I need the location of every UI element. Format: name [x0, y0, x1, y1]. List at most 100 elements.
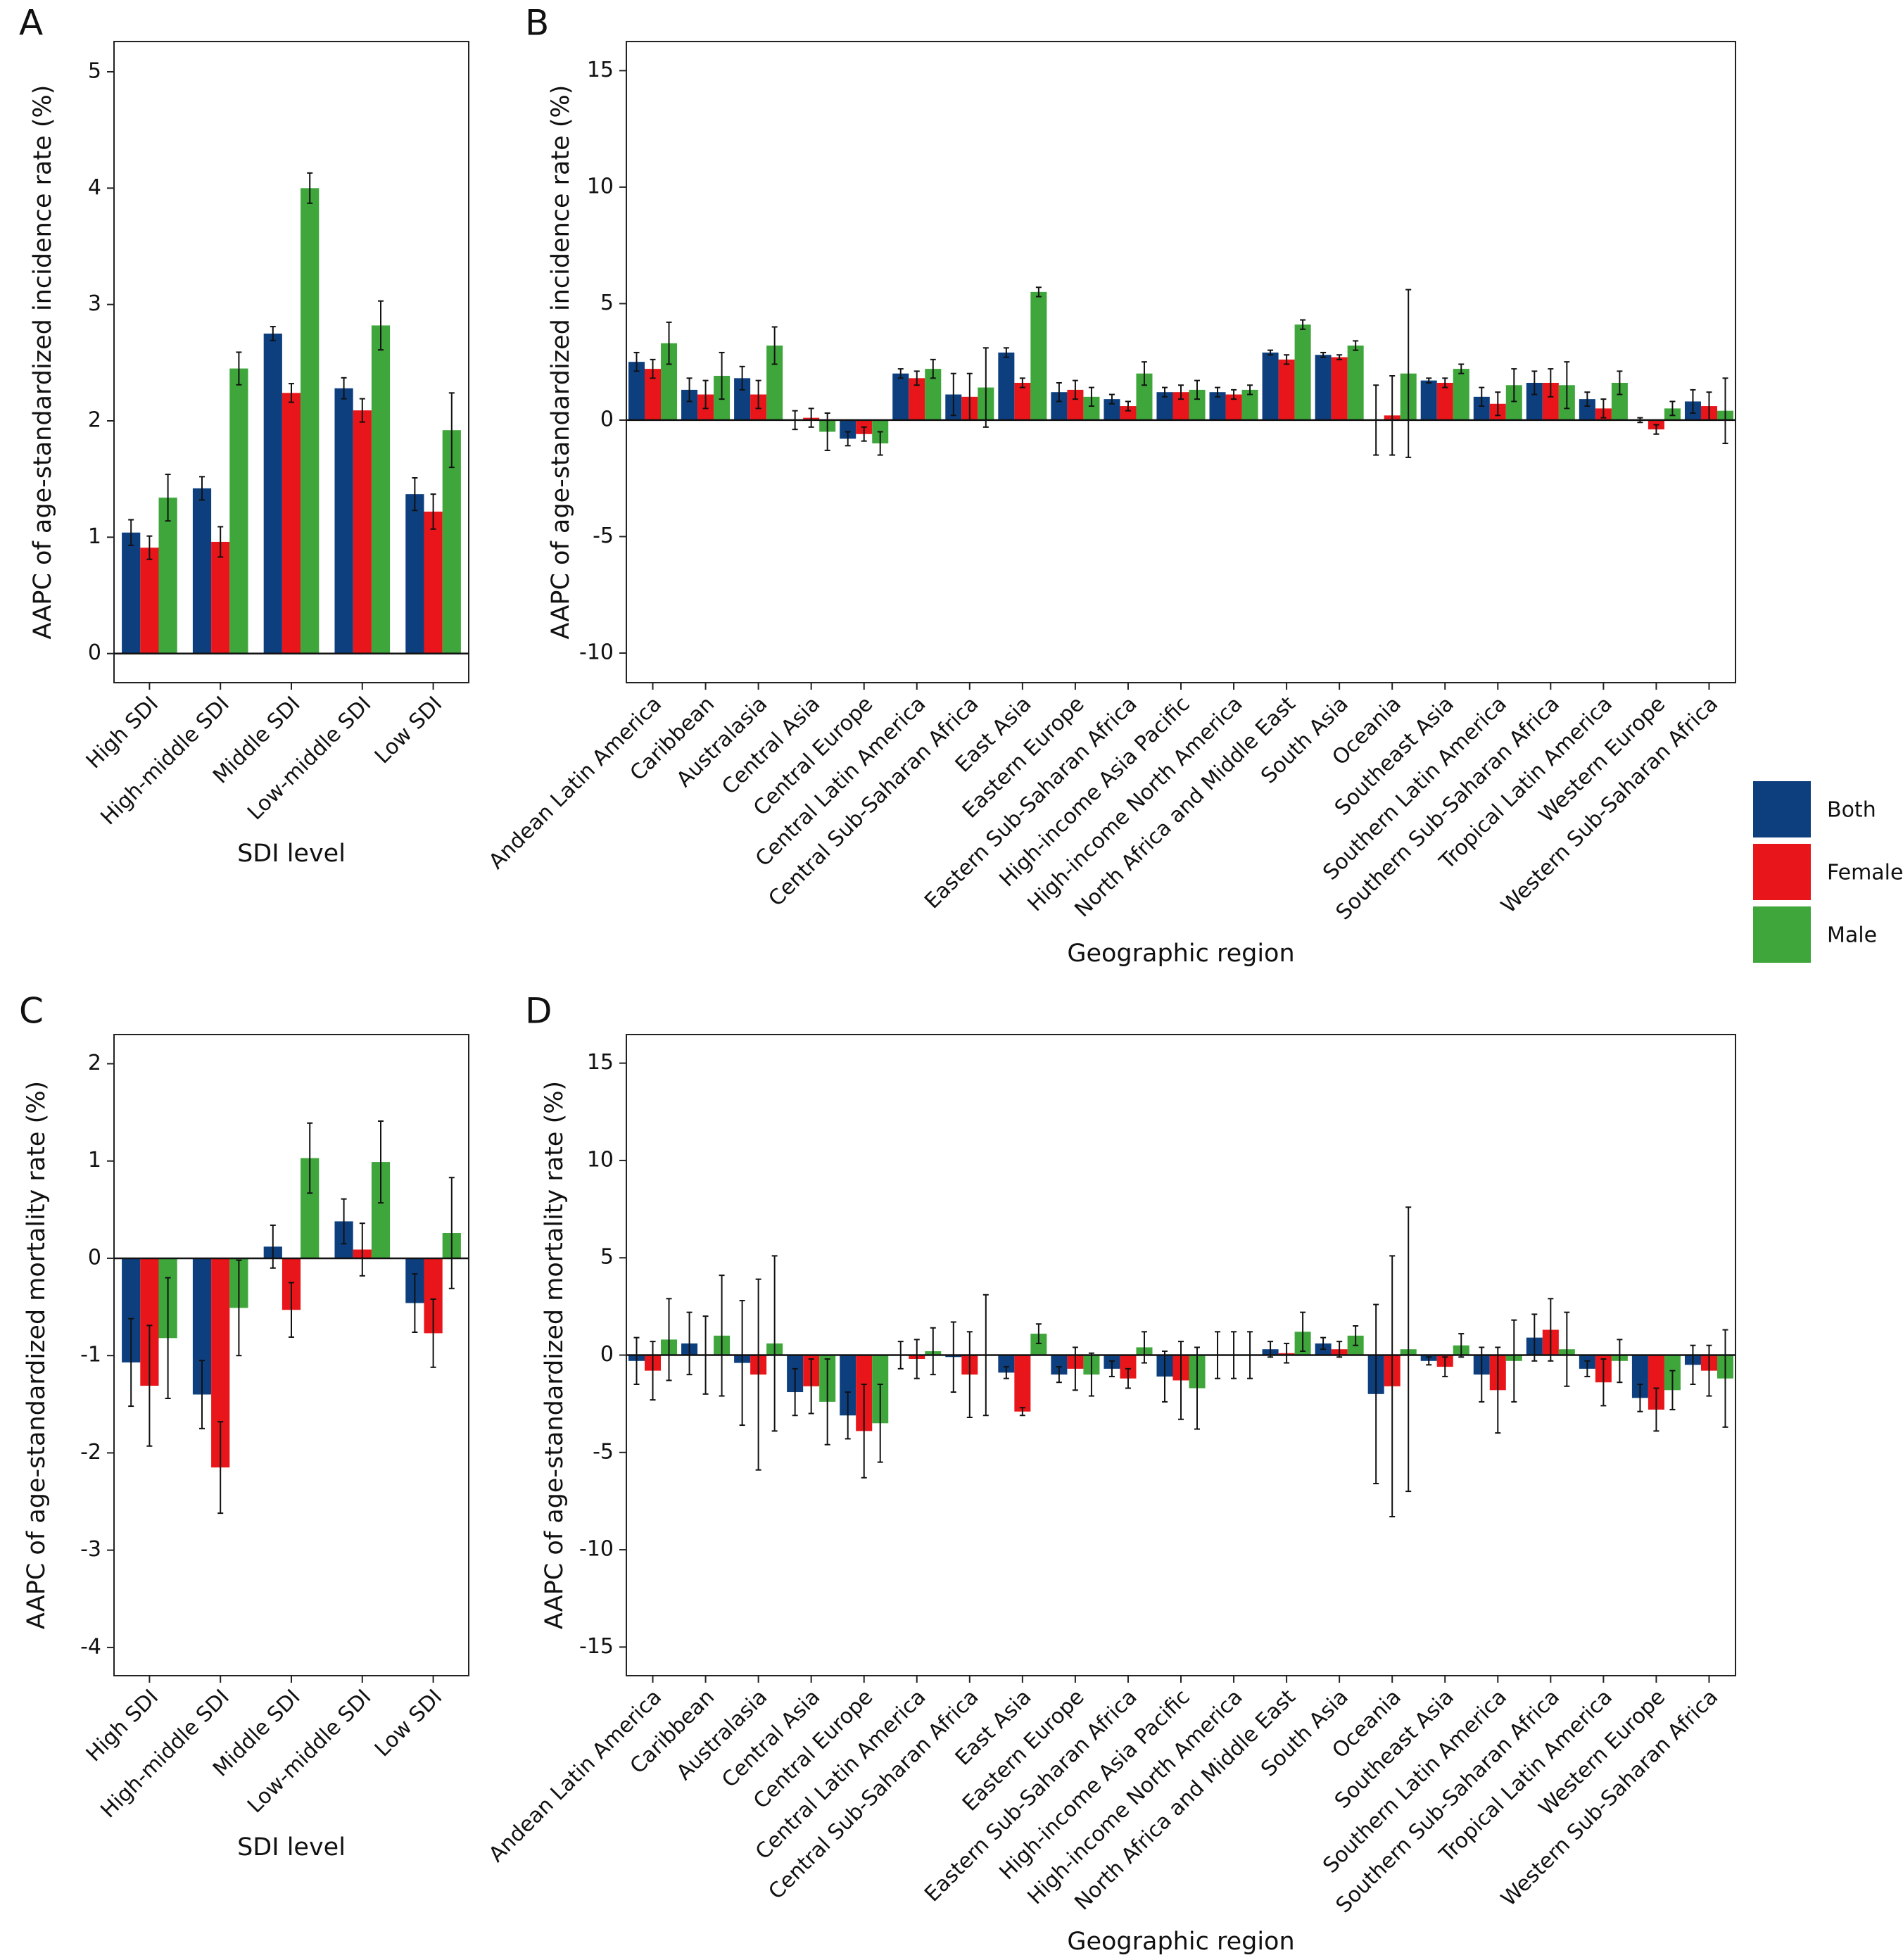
- bar: [1436, 382, 1453, 420]
- error-bar: [913, 1339, 920, 1379]
- error-bar: [1479, 386, 1485, 407]
- error-bar: [448, 1177, 455, 1289]
- bar: [1051, 1355, 1068, 1375]
- error-bar: [1548, 368, 1554, 398]
- bar: [282, 393, 301, 654]
- bar: [681, 389, 698, 420]
- error-bar: [950, 1321, 956, 1393]
- bar: [371, 325, 391, 654]
- bar: [1104, 399, 1120, 420]
- error-bar: [633, 351, 640, 372]
- bar: [1136, 373, 1153, 420]
- error-bar: [1125, 1367, 1131, 1389]
- error-bar: [1600, 1358, 1607, 1407]
- error-bar: [1495, 1346, 1501, 1434]
- legend-swatch: [1753, 844, 1811, 900]
- error-bar: [236, 1259, 242, 1357]
- bar: [1189, 389, 1206, 420]
- bar: [424, 511, 443, 654]
- y-tick-label: -15: [579, 1634, 614, 1659]
- error-bar: [1564, 361, 1570, 410]
- error-bar: [1722, 1329, 1728, 1428]
- y-tick-label: -10: [579, 640, 614, 664]
- error-bar: [1108, 393, 1115, 405]
- y-tick-label: 0: [600, 407, 614, 431]
- bar: [1648, 1355, 1664, 1410]
- bar: [1030, 1334, 1047, 1355]
- error-bar: [845, 431, 851, 447]
- y-tick-label: 3: [88, 291, 101, 316]
- bar: [211, 541, 230, 654]
- error-bar: [771, 1255, 778, 1432]
- error-bar: [289, 383, 294, 403]
- error-bar: [861, 1383, 867, 1479]
- error-bar: [1690, 1344, 1696, 1385]
- legend-label: Female: [1827, 861, 1903, 885]
- bar: [1315, 355, 1332, 420]
- error-bar: [1003, 347, 1009, 358]
- bar: [301, 188, 320, 654]
- error-bar: [1653, 1387, 1659, 1432]
- error-bar: [1194, 1346, 1201, 1430]
- bar: [1209, 392, 1226, 420]
- error-bar: [1584, 391, 1591, 407]
- error-bar: [341, 377, 347, 400]
- y-tick-label: -2: [80, 1440, 101, 1465]
- y-tick-label: -3: [80, 1537, 101, 1562]
- error-bar: [686, 1311, 693, 1376]
- bar: [140, 548, 159, 654]
- x-tick-label: High-middle SDI: [96, 692, 234, 830]
- bar: [998, 352, 1015, 420]
- y-tick-label: -4: [80, 1634, 101, 1659]
- legend-label: Both: [1827, 798, 1876, 823]
- bar: [1083, 396, 1100, 420]
- error-bar: [808, 407, 814, 428]
- error-bar: [950, 372, 956, 417]
- error-bar: [1617, 1339, 1623, 1384]
- error-bar: [1035, 1323, 1042, 1344]
- error-bar: [1215, 386, 1221, 398]
- y-tick-label: -1: [80, 1343, 101, 1367]
- error-bar: [378, 300, 384, 351]
- error-bar: [146, 535, 153, 560]
- y-tick-label: 5: [600, 1245, 614, 1270]
- error-bar: [198, 476, 205, 501]
- error-bar: [1247, 384, 1253, 396]
- y-axis-title: AAPC of age-standardized incidence rate …: [29, 85, 57, 640]
- error-bar: [146, 1324, 153, 1447]
- error-bar: [1458, 1333, 1465, 1358]
- error-bar: [824, 1358, 830, 1446]
- error-bar: [1161, 386, 1168, 398]
- legend-swatch: [1753, 781, 1811, 837]
- bar: [1156, 392, 1173, 420]
- x-tick-label: Low-middle SDI: [243, 1685, 376, 1818]
- bar: [353, 410, 372, 654]
- error-bar: [1600, 398, 1607, 419]
- error-bar: [1284, 354, 1290, 365]
- error-bar: [650, 358, 656, 379]
- bar: [1120, 406, 1137, 420]
- error-bar: [165, 474, 171, 522]
- y-tick-label: 5: [88, 58, 101, 83]
- bar: [998, 1355, 1015, 1373]
- error-bar: [1088, 1352, 1094, 1397]
- error-bar: [808, 1358, 814, 1415]
- bar: [925, 369, 942, 420]
- error-bar: [1161, 1350, 1168, 1403]
- panel-label: B: [525, 3, 549, 44]
- error-bar: [1389, 375, 1396, 456]
- bar: [892, 373, 909, 420]
- bar: [1262, 352, 1279, 420]
- error-bar: [1178, 384, 1184, 400]
- y-tick-label: 2: [88, 1051, 101, 1075]
- error-bar: [1426, 377, 1432, 384]
- y-tick-label: 15: [587, 1050, 614, 1075]
- y-tick-label: 5: [600, 291, 614, 315]
- bar: [122, 532, 141, 654]
- panel-label: A: [19, 3, 43, 44]
- error-bar: [378, 1120, 384, 1204]
- error-bar: [1584, 1360, 1591, 1377]
- error-bar: [270, 326, 276, 341]
- error-bar: [930, 358, 936, 379]
- y-tick-label: -5: [593, 1439, 614, 1464]
